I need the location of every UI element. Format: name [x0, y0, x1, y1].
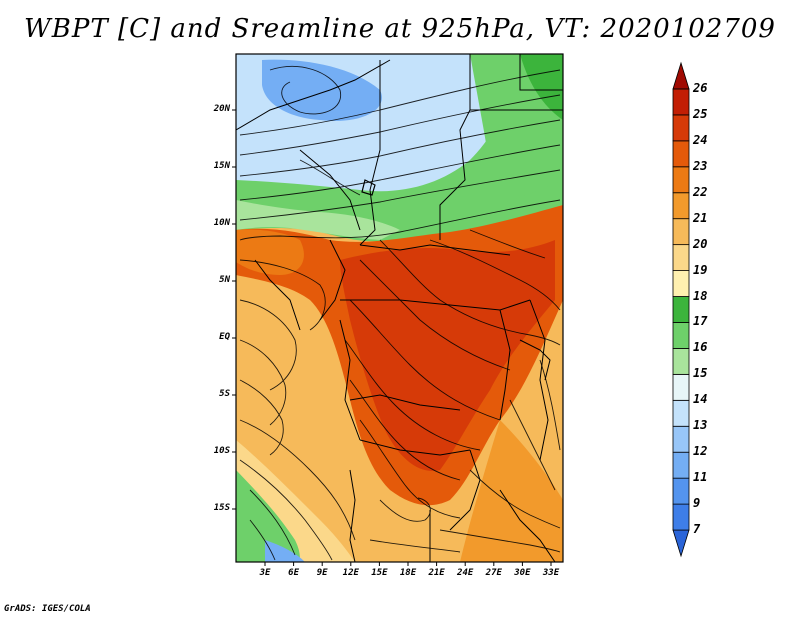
colorbar-segment	[672, 348, 690, 375]
field-hottest	[340, 240, 555, 471]
field-west-warm	[236, 229, 304, 275]
lon-label: 33E	[542, 568, 560, 578]
field-sw-green	[236, 470, 300, 562]
map-title: WBPT [C] and Sreamline at 925hPa, VT: 20…	[24, 14, 776, 44]
lon-label: 21E	[428, 568, 445, 578]
colorbar-label: 25	[693, 106, 708, 121]
lon-label: 12E	[342, 568, 359, 578]
colorbar-label: 16	[693, 340, 708, 355]
axis-ticks	[232, 109, 552, 566]
grads-credit: GrADS: IGES/COLA	[4, 604, 91, 614]
lon-label: 15E	[371, 568, 388, 578]
field-sw-blue	[265, 540, 305, 562]
lat-label: EQ	[219, 332, 230, 342]
colorbar-label: 18	[693, 288, 708, 303]
lon-label: 30E	[514, 568, 531, 578]
colorbar-label: 13	[693, 418, 708, 433]
colorbar-label: 12	[693, 444, 708, 459]
colorbar-segment	[672, 218, 690, 246]
colorbar-label: 14	[693, 392, 708, 407]
colorbar-segment	[672, 192, 690, 220]
map-frame	[235, 53, 564, 563]
colorbar-label: 7	[693, 522, 701, 537]
colorbar-segment	[672, 373, 690, 401]
borders	[236, 54, 563, 562]
lat-label: 15N	[213, 161, 230, 171]
colorbar-label: 21	[693, 210, 708, 225]
lat-label: 10S	[213, 446, 230, 456]
colorbar-segment	[672, 322, 690, 349]
lon-label: 18E	[399, 568, 417, 578]
colorbar-segment	[672, 425, 690, 453]
field-se-orange	[460, 420, 563, 562]
colorbar-segment	[672, 529, 690, 558]
colorbar-label: 11	[693, 470, 708, 485]
colorbar-label: 20	[693, 236, 708, 251]
colorbar	[672, 61, 690, 558]
colorbar-segment	[672, 451, 690, 479]
lon-label: 27E	[485, 568, 502, 578]
colorbar-segment	[672, 140, 690, 168]
colorbar-label: 17	[693, 314, 708, 329]
colorbar-segment	[672, 399, 690, 427]
colorbar-label: 15	[693, 366, 708, 381]
colorbar-segment	[672, 296, 690, 323]
colorbar-segment	[672, 166, 690, 194]
field-dark-green	[520, 54, 563, 120]
lon-label: 6E	[288, 568, 300, 578]
field-blue-core	[262, 59, 382, 121]
lat-label: 5S	[219, 389, 230, 399]
colorbar-segment	[672, 477, 690, 505]
colorbar-label: 26	[693, 80, 708, 95]
colorbar-segment	[672, 244, 690, 271]
colorbar-label: 9	[693, 496, 701, 511]
lon-label: 9E	[316, 568, 328, 578]
colorbar-segment	[672, 503, 690, 531]
colorbar-segment	[672, 61, 690, 90]
colorbar-label: 24	[693, 132, 708, 147]
lat-label: 5N	[219, 275, 230, 285]
lake-chad	[361, 179, 376, 196]
colorbar-segment	[672, 270, 690, 297]
colorbar-segment	[672, 114, 690, 142]
colorbar-label: 23	[693, 158, 708, 173]
field-pale-green	[236, 200, 400, 240]
wbpt-field	[236, 54, 563, 562]
lat-label: 15S	[213, 503, 230, 513]
lat-label: 20N	[213, 104, 230, 114]
lon-label: 24E	[457, 568, 474, 578]
colorbar-label: 22	[693, 184, 708, 199]
colorbar-segment	[672, 88, 690, 116]
lon-label: 3E	[259, 568, 271, 578]
colorbar-label: 19	[693, 262, 708, 277]
lat-label: 10N	[213, 218, 230, 228]
